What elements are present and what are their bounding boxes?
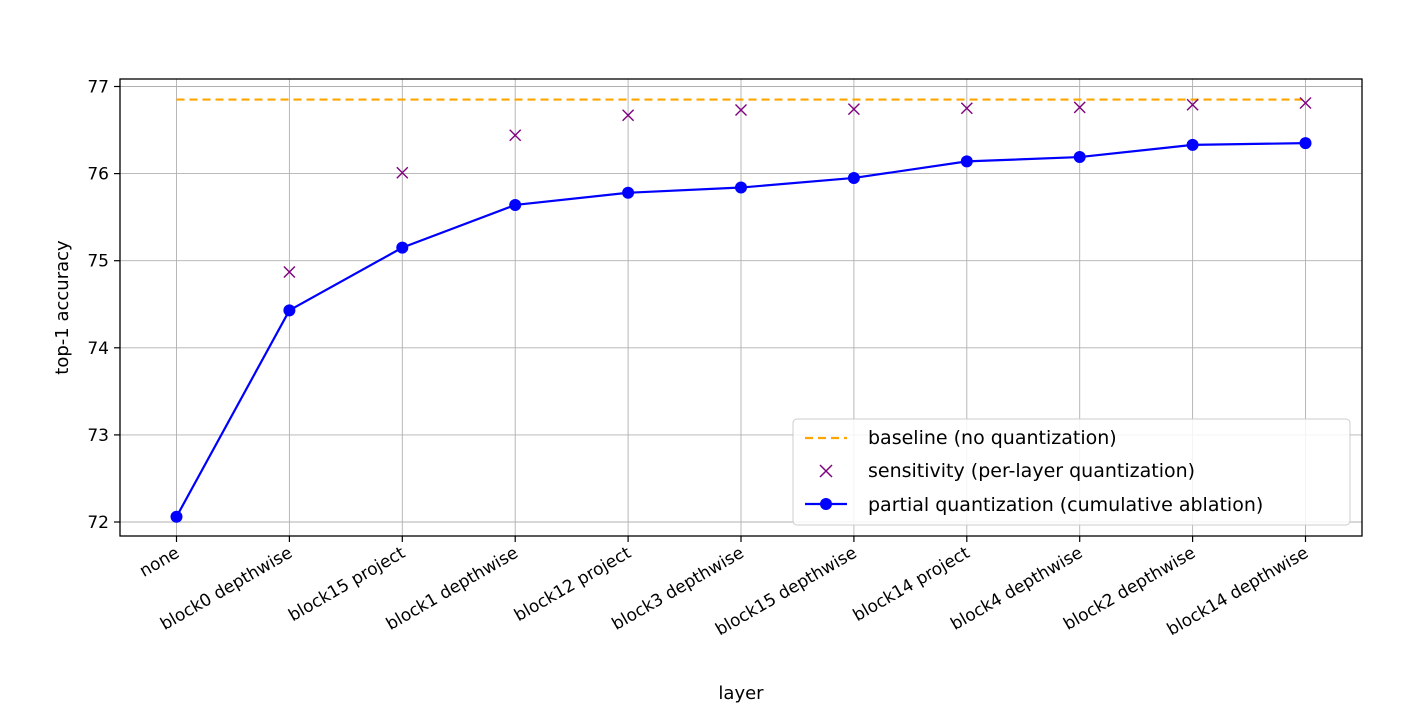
sensitivity-point [1299,97,1312,110]
sensitivity-series [283,97,1312,279]
partial-point [1186,138,1199,151]
sensitivity-point [283,266,296,279]
sensitivity-point [622,109,635,122]
legend-sensitivity-label: sensitivity (per-layer quantization) [868,460,1195,482]
y-tick-label: 73 [87,426,109,446]
legend-partial-label: partial quantization (cumulative ablatio… [868,494,1263,516]
partial-point [283,304,296,317]
partial-point [735,181,747,194]
sensitivity-point [735,104,747,117]
partial-point [960,155,973,168]
partial-series [170,137,1312,523]
legend: baseline (no quantization) sensitivity (… [792,418,1351,526]
y-axis-label: top-1 accuracy [52,240,73,375]
y-tick-label: 74 [87,339,109,359]
y-tick-label: 76 [87,165,109,185]
sensitivity-point [960,102,973,115]
y-tick-label: 77 [87,78,109,98]
legend-baseline-label: baseline (no quantization) [868,427,1117,449]
sensitivity-point [1186,98,1199,111]
y-ticks: 72 73 74 75 76 77 [87,78,120,533]
x-tick-label: none [136,543,183,582]
partial-point [1073,151,1086,164]
sensitivity-point [396,166,409,179]
legend-box [792,418,1351,526]
y-tick-label: 72 [87,513,109,533]
partial-point [509,198,522,211]
partial-point [622,186,635,199]
sensitivity-point [1073,101,1086,114]
partial-point [170,510,183,523]
legend-sensitivity-swatch [819,464,833,478]
partial-point [396,241,409,254]
legend-partial-swatch-marker [820,498,832,510]
partial-point [1299,137,1312,150]
sensitivity-point [509,129,522,142]
sensitivity-point [847,103,860,116]
x-axis-label: layer [718,683,764,704]
partial-point [847,171,860,184]
y-tick-label: 75 [87,252,109,272]
